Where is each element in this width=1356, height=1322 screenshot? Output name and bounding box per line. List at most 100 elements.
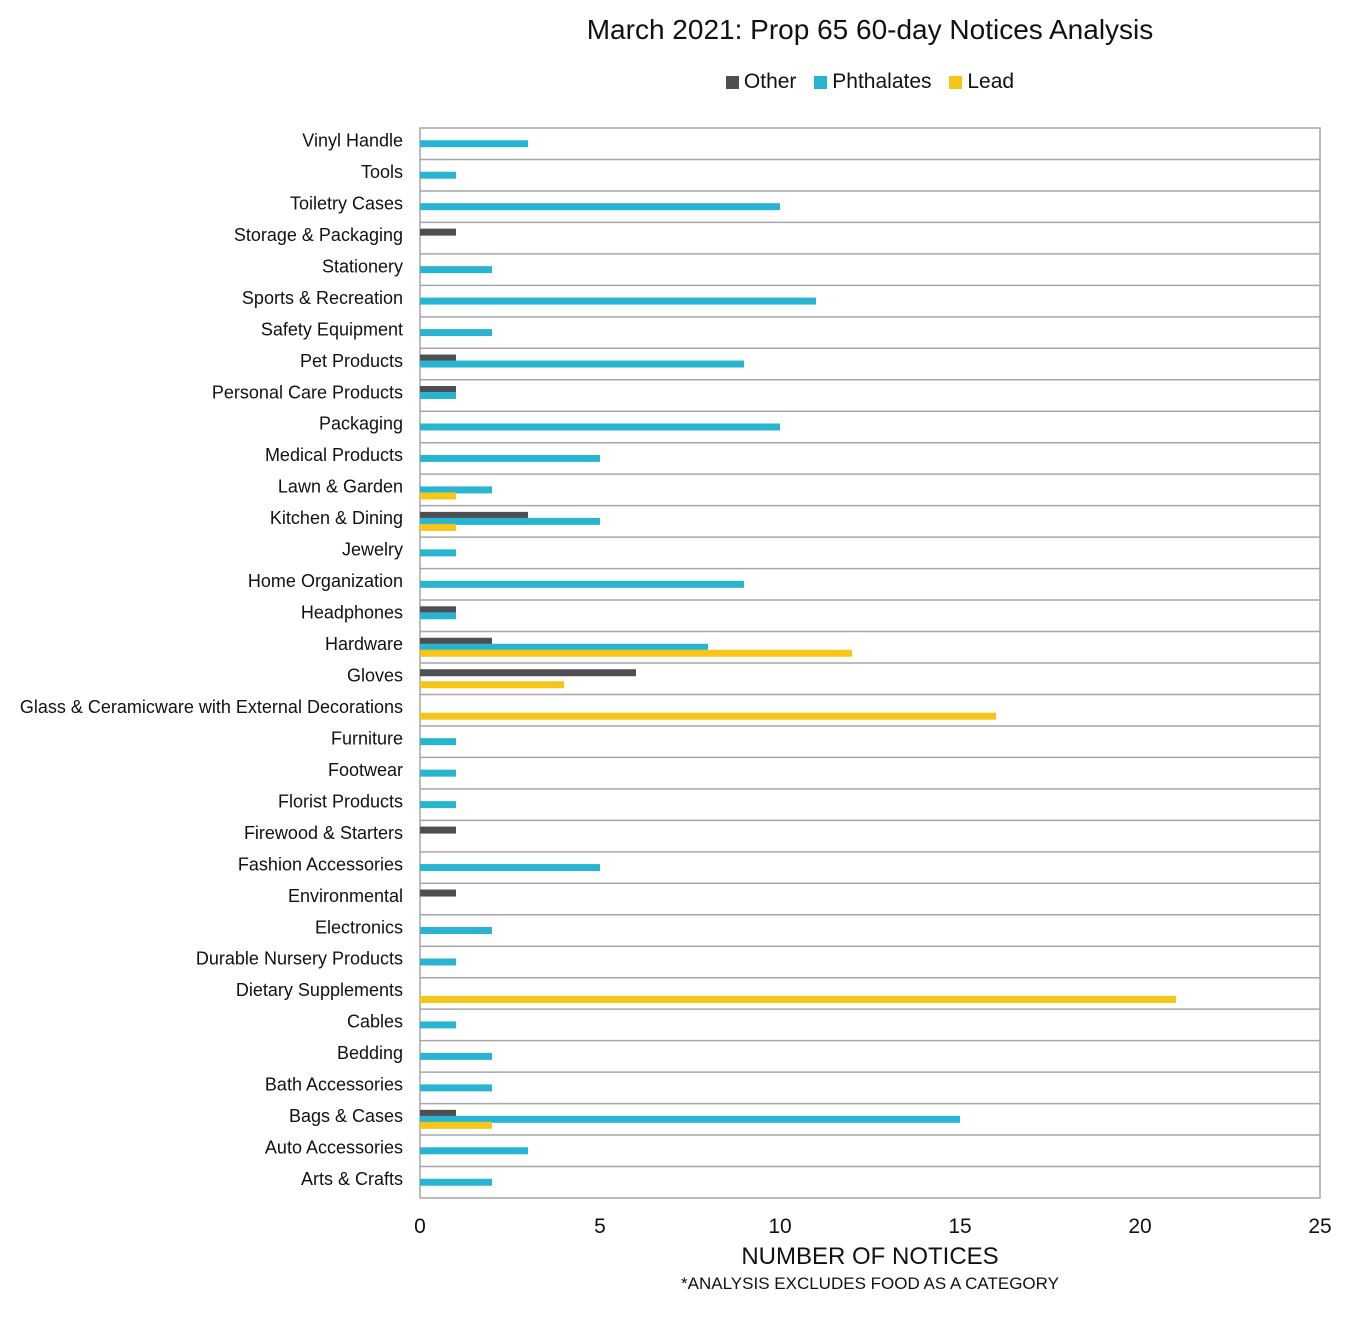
category-label: Cables	[347, 1012, 403, 1032]
category-label: Safety Equipment	[261, 319, 403, 339]
bar-phthalates	[420, 958, 456, 966]
bar-phthalates	[420, 1052, 492, 1060]
bar-phthalates	[420, 643, 708, 651]
bar-other	[420, 386, 456, 393]
category-label: Glass & Ceramicware with External Decora…	[20, 697, 403, 717]
bar-other	[420, 826, 456, 834]
bar-phthalates	[420, 580, 744, 588]
category-label: Storage & Packaging	[234, 225, 403, 245]
bar-phthalates	[420, 360, 744, 368]
category-label: Environmental	[288, 886, 403, 906]
category-label: Pet Products	[300, 351, 403, 371]
bar-phthalates	[420, 927, 492, 934]
x-tick-label: 15	[948, 1215, 971, 1238]
category-label: Jewelry	[342, 540, 403, 560]
bar-phthalates	[420, 486, 492, 494]
bar-phthalates	[420, 517, 600, 525]
legend-swatch-lead	[949, 75, 963, 89]
bar-phthalates	[420, 1084, 492, 1092]
bar-other	[420, 889, 456, 897]
x-tick-label: 10	[768, 1215, 791, 1238]
category-label: Packaging	[319, 414, 403, 434]
bar-other	[420, 511, 528, 519]
bar-lead	[420, 523, 456, 531]
x-axis-label: NUMBER OF NOTICES	[741, 1243, 999, 1270]
category-label: Florist Products	[278, 791, 403, 811]
bar-phthalates	[420, 1021, 456, 1029]
bar-other	[420, 637, 492, 645]
legend-label-phthalates: Phthalates	[832, 70, 932, 93]
bar-other	[420, 669, 636, 677]
bar-phthalates	[420, 864, 600, 872]
legend-label-other: Other	[743, 70, 797, 93]
bar-lead	[420, 492, 456, 500]
category-label: Home Organization	[248, 571, 403, 591]
legend-swatch-phthalates	[814, 75, 828, 89]
bar-phthalates	[420, 266, 492, 274]
bar-other	[420, 606, 456, 614]
bar-phthalates	[420, 392, 456, 399]
category-label: Tools	[361, 162, 403, 182]
bar-phthalates	[420, 454, 600, 462]
bar-phthalates	[420, 140, 528, 148]
legend-item-other: Other	[725, 70, 797, 94]
category-label: Bedding	[337, 1043, 403, 1063]
bar-phthalates	[420, 203, 780, 211]
category-label: Headphones	[301, 603, 403, 623]
bar-phthalates	[420, 1178, 492, 1186]
category-label: Bags & Cases	[289, 1106, 403, 1126]
category-label: Toiletry Cases	[290, 193, 403, 213]
category-label: Gloves	[347, 665, 403, 685]
category-label: Personal Care Products	[212, 382, 403, 402]
bar-phthalates	[420, 738, 456, 746]
legend-item-lead: Lead	[949, 70, 1014, 94]
category-label: Stationery	[322, 256, 403, 276]
bar-lead	[420, 712, 996, 720]
category-label: Vinyl Handle	[302, 130, 403, 150]
category-label: Fashion Accessories	[238, 854, 403, 874]
x-tick-label: 20	[1128, 1215, 1151, 1238]
bar-phthalates	[420, 801, 456, 809]
bar-phthalates	[420, 171, 456, 179]
x-tick-label: 0	[414, 1215, 426, 1238]
bar-other	[420, 1109, 456, 1117]
category-label: Sports & Recreation	[242, 288, 403, 308]
bar-phthalates	[420, 612, 456, 620]
bar-lead	[420, 681, 564, 689]
category-label: Arts & Crafts	[301, 1169, 403, 1189]
bar-phthalates	[420, 549, 456, 557]
category-label: Electronics	[315, 917, 403, 937]
category-label: Furniture	[331, 728, 403, 748]
category-label: Footwear	[328, 760, 403, 780]
bar-lead	[420, 995, 1176, 1003]
bar-phthalates	[420, 329, 492, 337]
category-label: Dietary Supplements	[236, 980, 403, 1000]
category-label: Firewood & Starters	[244, 823, 403, 843]
category-label: Hardware	[325, 634, 403, 654]
x-tick-label: 5	[594, 1215, 606, 1238]
legend: Other Phthalates Lead	[420, 70, 1320, 95]
bar-phthalates	[420, 297, 816, 305]
legend-swatch-other	[725, 75, 739, 89]
category-label: Bath Accessories	[265, 1075, 403, 1095]
category-label: Lawn & Garden	[278, 477, 403, 497]
chart-title: March 2021: Prop 65 60-day Notices Analy…	[586, 14, 1154, 45]
category-label: Medical Products	[265, 445, 403, 465]
bar-other	[420, 228, 456, 236]
bar-lead	[420, 1121, 492, 1129]
category-label: Durable Nursery Products	[196, 949, 403, 969]
footnote: *ANALYSIS EXCLUDES FOOD AS A CATEGORY	[681, 1274, 1059, 1293]
bar-phthalates	[420, 769, 456, 777]
bar-lead	[420, 649, 852, 657]
bar-other	[420, 354, 456, 362]
bar-phthalates	[420, 423, 780, 431]
bar-phthalates	[420, 1115, 960, 1123]
category-label: Kitchen & Dining	[270, 508, 403, 528]
bar-phthalates	[420, 1147, 528, 1155]
legend-item-phthalates: Phthalates	[814, 70, 932, 94]
x-tick-label: 25	[1308, 1215, 1331, 1238]
category-label: Auto Accessories	[265, 1138, 403, 1158]
legend-label-lead: Lead	[967, 70, 1015, 93]
